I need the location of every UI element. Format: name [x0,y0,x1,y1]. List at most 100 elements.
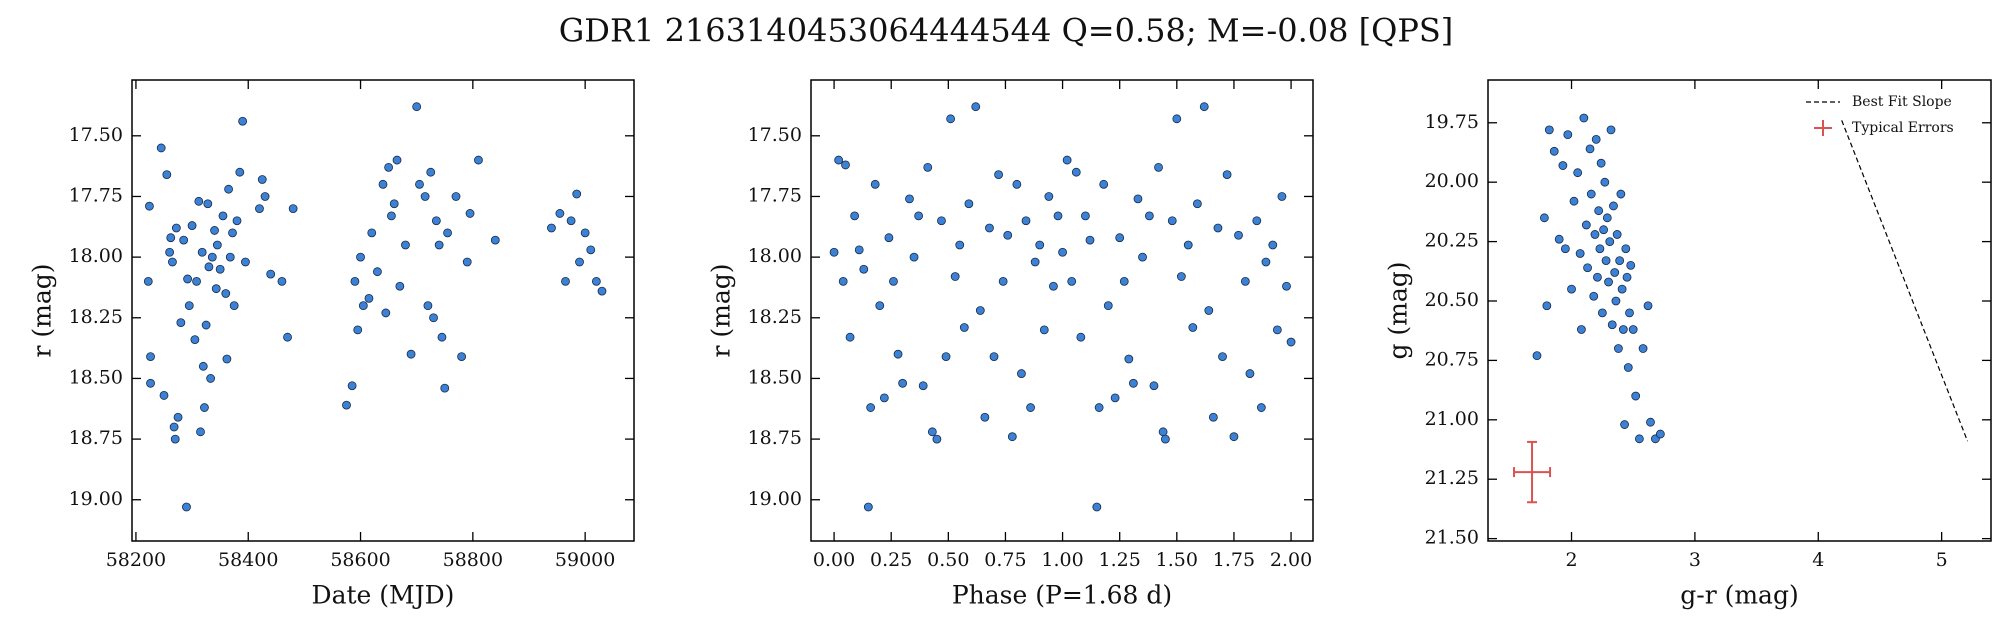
point [1026,403,1035,412]
point [1591,135,1601,144]
point [197,247,207,257]
point [863,502,873,512]
point [1583,263,1592,273]
point [909,252,919,262]
point [1542,301,1552,311]
point [389,199,399,209]
point [378,179,388,189]
point [586,245,596,255]
point [1103,301,1113,311]
point [1617,284,1627,294]
point [146,378,155,388]
point [1282,281,1291,291]
point [225,252,235,262]
x-tick-label: 0.50 [927,549,969,571]
point [169,422,179,432]
point [1149,381,1159,391]
point [283,332,292,342]
point [1575,249,1585,258]
point [347,381,357,391]
point [561,276,570,286]
point [1049,281,1058,291]
point [1133,194,1143,204]
point [392,155,402,165]
point [898,378,908,388]
point [1154,162,1163,172]
point [1129,378,1138,388]
point [229,301,239,311]
y-tick-label: 18.00 [748,245,802,267]
point [255,204,264,213]
point [1590,230,1600,239]
point [955,240,965,250]
point [854,245,864,255]
point [937,216,946,226]
point [179,235,189,245]
point [1594,206,1604,216]
point [1558,161,1568,170]
point [1569,196,1579,206]
point [845,332,855,342]
point [183,274,192,284]
point [288,204,298,213]
point [1208,412,1218,422]
point [1035,240,1045,250]
point [1017,369,1026,378]
point [166,233,176,243]
point [1240,276,1250,286]
y-tick-label: 21.25 [1425,467,1479,489]
point [1616,189,1626,199]
point [580,228,590,238]
x-tick-label: 58200 [106,549,166,571]
y-tick-label: 19.00 [748,488,802,510]
point [1612,230,1622,239]
point [1183,240,1193,250]
point [834,155,844,165]
point [1638,344,1648,353]
point [443,228,452,238]
y-tick-label: 19.75 [1425,111,1479,133]
y-axis-label: r (mag) [28,263,57,357]
point [1554,234,1564,244]
x-tick-label: 3 [1689,549,1701,571]
point [971,102,981,112]
point [1567,284,1576,294]
point [406,349,416,359]
point [884,233,894,243]
point [572,189,582,199]
point [159,391,169,400]
point [980,412,990,422]
point [162,170,172,180]
point [215,264,225,274]
point [146,352,155,362]
point [1138,252,1147,262]
point [1614,344,1623,353]
point [235,167,245,177]
point [1606,125,1616,135]
y-tick-label: 17.75 [748,184,802,206]
point [168,257,177,267]
point [277,276,287,286]
x-tick-label: 2.00 [1270,549,1312,571]
point [994,170,1003,180]
point [591,276,601,286]
point [1012,179,1022,189]
x-tick-label: 5 [1936,549,1948,571]
point [1144,211,1154,221]
point [1192,199,1202,209]
point [1604,277,1613,287]
point [182,502,191,512]
x-tick-label: 4 [1812,549,1824,571]
point [946,114,956,124]
point [156,143,166,153]
point [372,267,382,277]
point [395,281,405,291]
point [198,361,208,371]
point [1646,417,1655,427]
point [1252,216,1262,226]
legend-label: Typical Errors [1852,120,1954,136]
point [1172,114,1182,124]
point [228,228,237,238]
point [1620,420,1629,429]
point [184,301,194,311]
